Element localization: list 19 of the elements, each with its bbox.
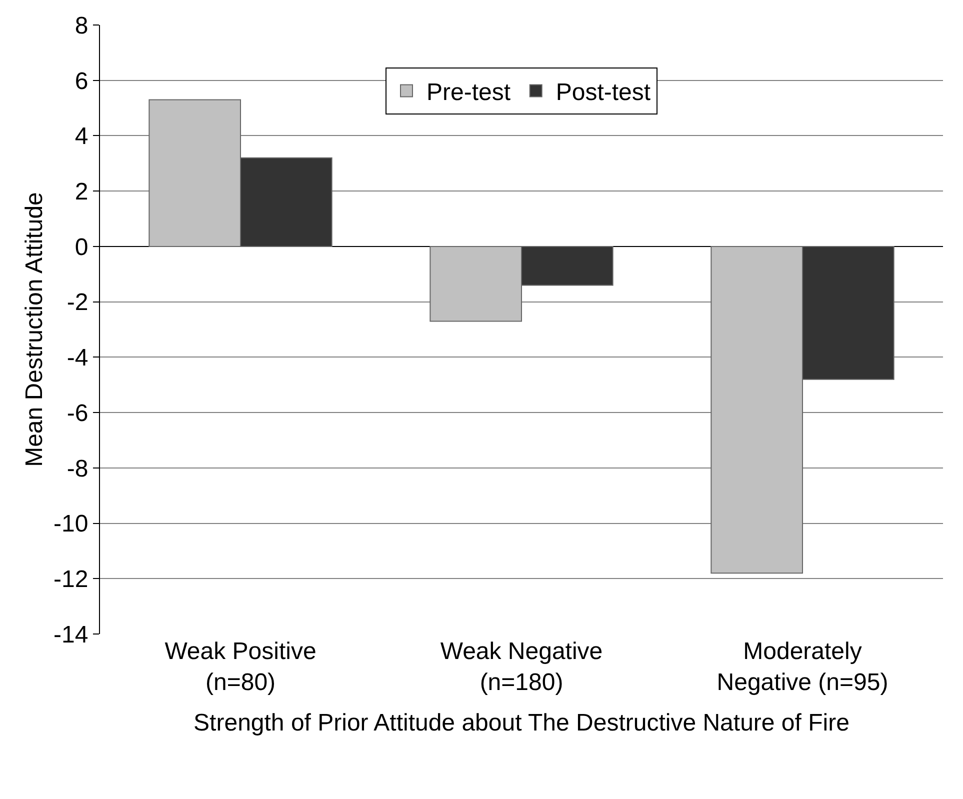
y-tick-label: 4 <box>74 123 88 150</box>
y-tick-label: -12 <box>54 566 88 594</box>
y-tick-label: 0 <box>74 234 88 261</box>
y-axis-title: Mean Destruction Attitude <box>21 192 48 467</box>
x-tick-label: Weak Positive (n=80) <box>164 638 316 696</box>
y-tick-label: -10 <box>54 510 88 538</box>
y-tick-label: 6 <box>74 68 88 95</box>
legend-label: Pre-test <box>426 79 511 106</box>
y-tick-label: -4 <box>66 344 88 372</box>
y-tick-label: 8 <box>74 12 88 40</box>
y-tick-label: 2 <box>74 178 88 206</box>
x-axis-title: Strength of Prior Attitude about The Destructive Nature of Fire <box>194 710 850 736</box>
y-tick-label: -6 <box>66 400 88 427</box>
y-tick-label: -14 <box>54 621 88 648</box>
x-tick-label: Weak Negative (n=180) <box>440 638 603 696</box>
y-tick-label: -8 <box>66 455 88 482</box>
y-tick-label: -2 <box>66 289 88 316</box>
x-tick-label: Moderately Negative (n=95) <box>716 638 888 696</box>
legend-label: Post-test <box>556 79 651 106</box>
